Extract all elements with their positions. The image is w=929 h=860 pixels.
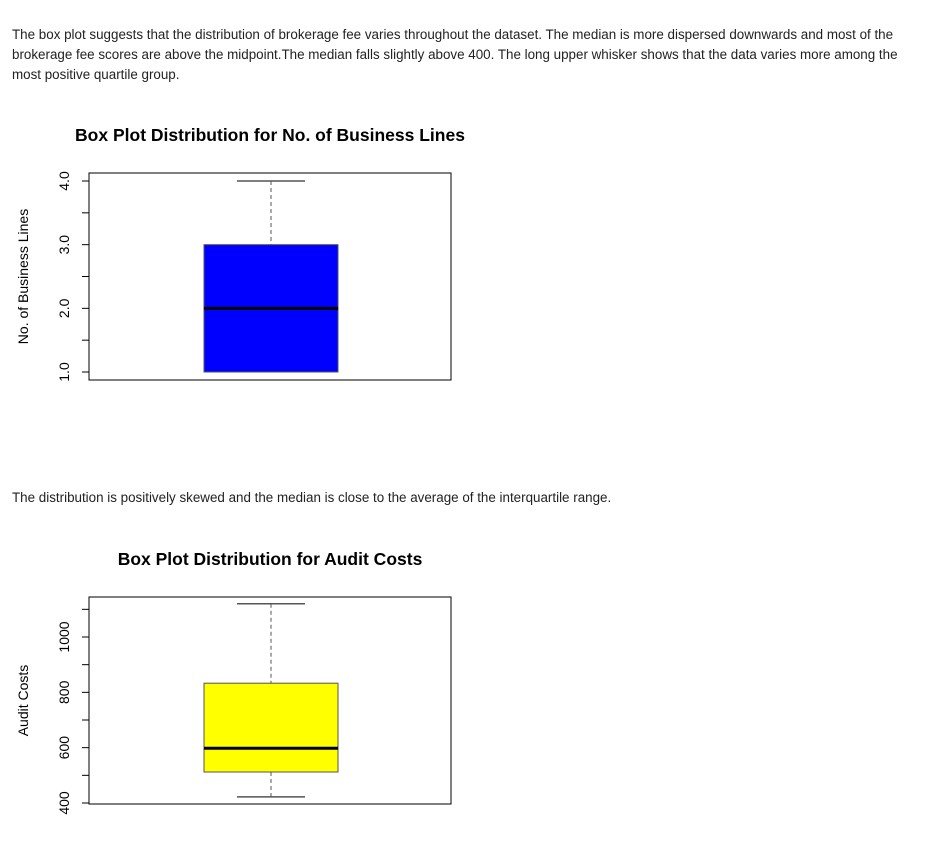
y-tick-label: 4.0 [56,171,72,191]
chart-title: Box Plot Distribution for Audit Costs [118,549,423,569]
y-tick-label: 2.0 [56,298,72,318]
y-axis-label: Audit Costs [15,665,31,737]
y-axis-label: No. of Business Lines [15,209,31,344]
y-tick-label: 600 [56,736,72,760]
paragraph-brokerage: The box plot suggests that the distribut… [12,27,898,82]
y-tick-label: 1000 [56,621,72,652]
paragraph-audit: The distribution is positively skewed an… [12,490,612,505]
plot-frame [88,596,452,805]
y-tick-label: 1.0 [56,362,72,382]
chart-title: Box Plot Distribution for No. of Busines… [75,125,465,145]
y-tick-label: 3.0 [56,235,72,255]
y-tick-label: 800 [56,680,72,704]
interquartile-box [203,682,339,773]
y-tick-label: 400 [56,791,72,815]
